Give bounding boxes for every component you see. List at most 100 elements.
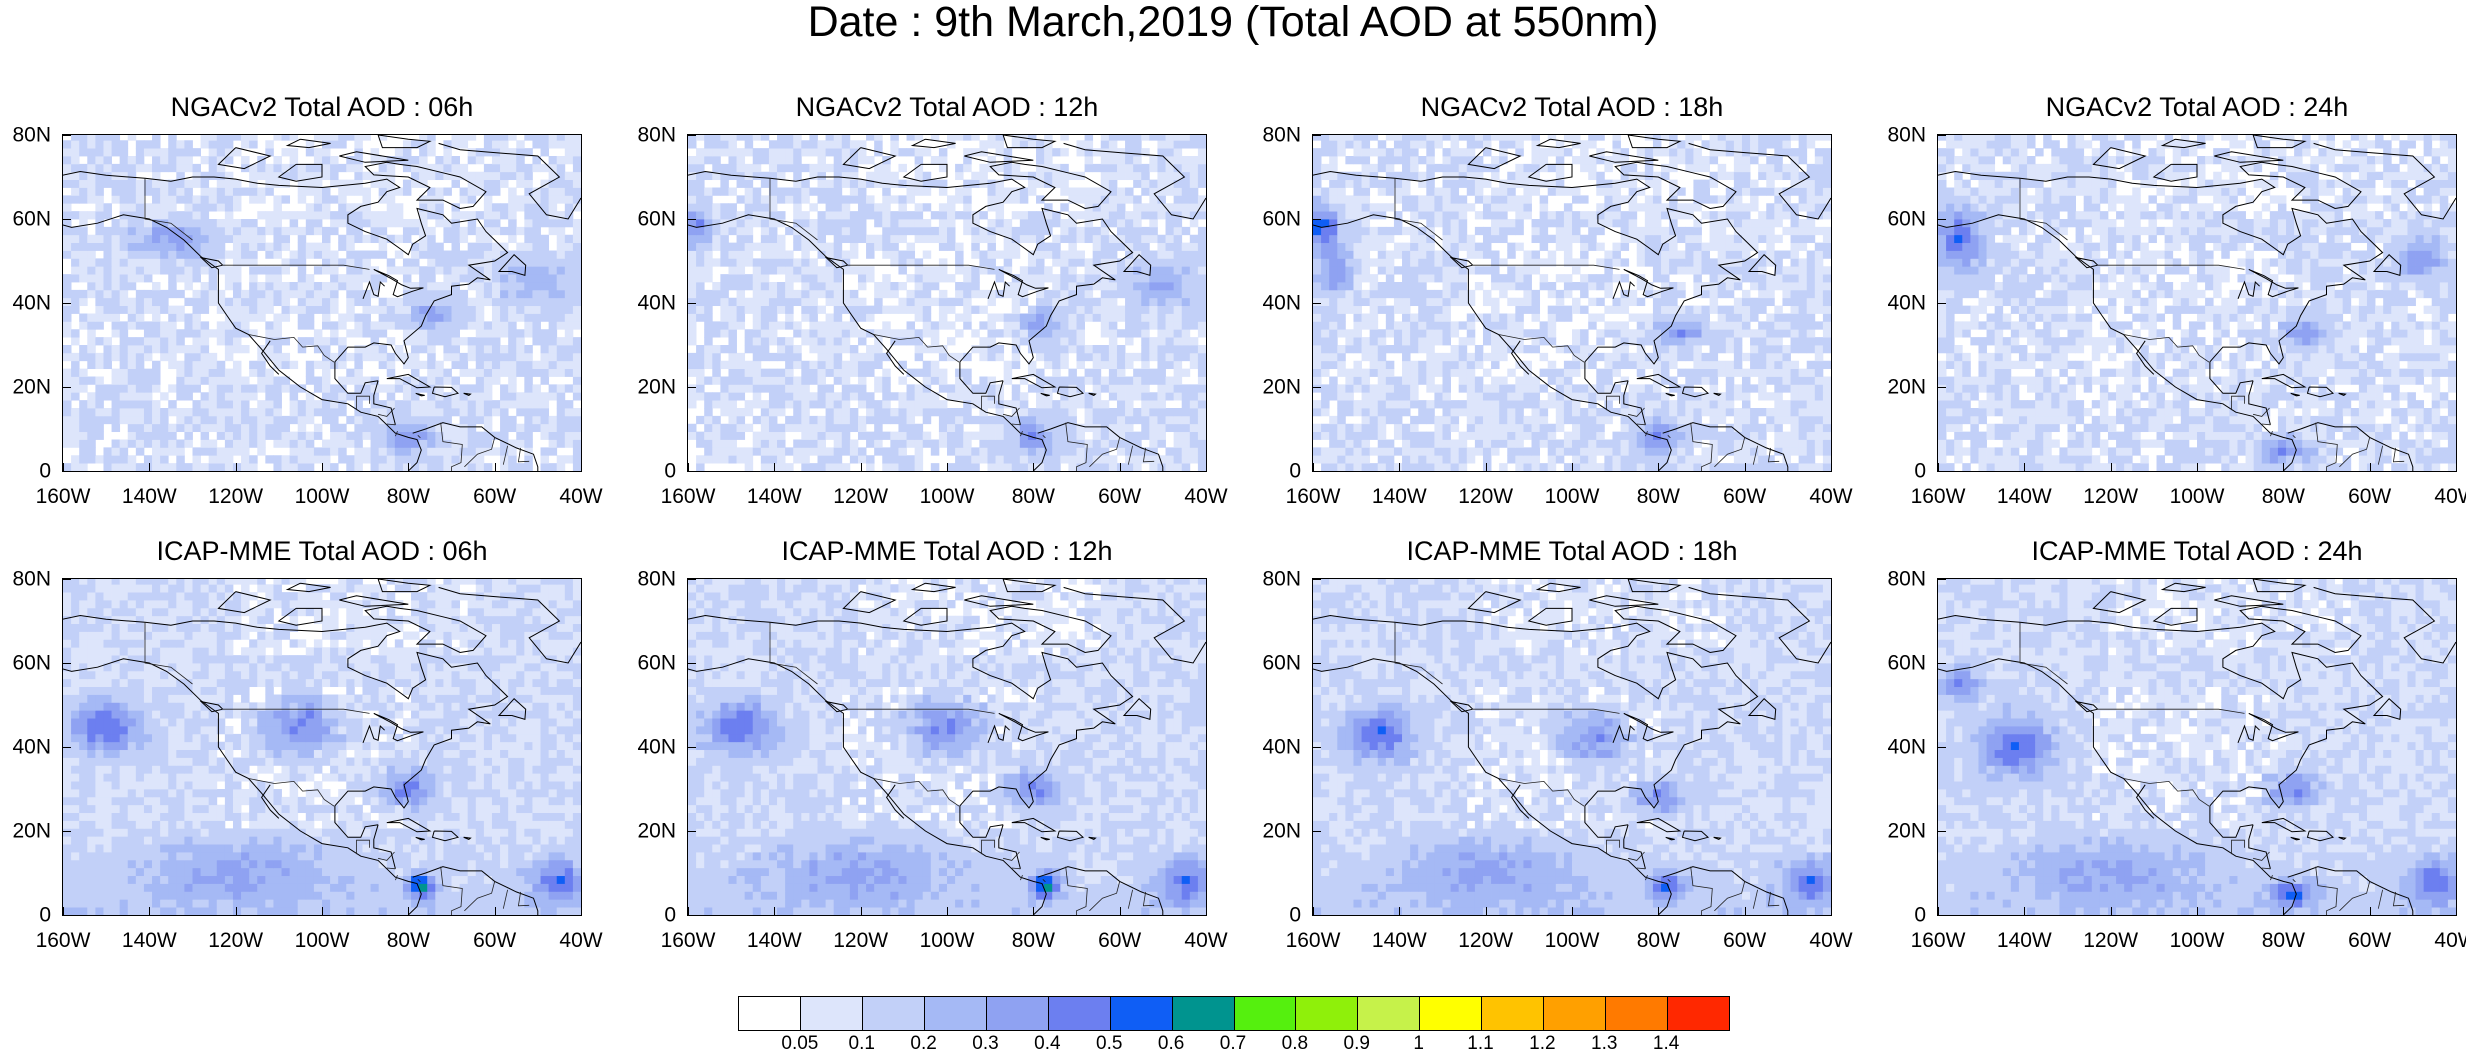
lat-tick-mark xyxy=(1313,663,1321,664)
lat-tick-mark xyxy=(1313,387,1321,388)
lat-tick-label: 40N xyxy=(1262,291,1301,315)
lon-tick-label: 100W xyxy=(294,485,350,508)
lat-tick-label: 60N xyxy=(637,651,676,675)
coastlines xyxy=(1938,579,2456,915)
lat-tick-label: 40N xyxy=(637,291,676,315)
lon-tick-mark xyxy=(63,463,64,471)
map-panel: NGACv2 Total AOD : 24h 80N 60N 40N 20N 0 160W 1… xyxy=(1887,92,2466,507)
lon-tick-mark xyxy=(494,463,496,471)
lon-tick-mark xyxy=(235,907,237,915)
lon-tick-label: 140W xyxy=(121,485,177,508)
colorbar-label: 0.5 xyxy=(1096,1033,1123,1054)
lon-tick-label: 80W xyxy=(1636,485,1680,508)
lat-tick-mark xyxy=(63,303,71,304)
lon-tick-mark xyxy=(494,907,496,915)
colorbar-swatch xyxy=(1048,997,1111,1030)
lon-tick-mark xyxy=(774,907,776,915)
lat-tick-label: 20N xyxy=(637,375,676,399)
lon-tick-mark xyxy=(1033,463,1035,471)
lat-tick-label: 40N xyxy=(1887,735,1926,759)
colorbar-swatch xyxy=(1172,997,1235,1030)
lon-tick-label: 80W xyxy=(2261,929,2305,952)
aod-field-map xyxy=(1313,135,1831,471)
lon-tick-mark xyxy=(1831,463,1832,471)
lon-tick-label: 160W xyxy=(1285,485,1341,508)
lon-tick-label: 40W xyxy=(559,485,603,508)
aod-field-map xyxy=(1313,579,1831,915)
colorbar-swatch xyxy=(1358,997,1421,1030)
lon-tick-mark xyxy=(2197,907,2198,915)
map-panel: ICAP-MME Total AOD : 24h 80N 60N 40N 20N 0 160… xyxy=(1887,536,2466,951)
lon-tick-mark xyxy=(1572,463,1573,471)
lat-tick-mark xyxy=(1313,747,1321,748)
lat-tick-mark xyxy=(1313,915,1321,916)
aod-grid-cells xyxy=(688,135,1206,471)
lon-tick-mark xyxy=(1938,907,1939,915)
panel-title: ICAP-MME Total AOD : 12h xyxy=(781,536,1113,566)
aod-grid-cells xyxy=(1313,579,1831,915)
lon-tick-label: 140W xyxy=(1371,485,1427,508)
country-borders xyxy=(2019,178,2405,471)
lon-tick-label: 160W xyxy=(1910,929,1966,952)
aod-field-map xyxy=(63,135,581,471)
lon-tick-label: 40W xyxy=(559,929,603,952)
map-plot-area xyxy=(62,578,582,916)
lon-tick-mark xyxy=(1119,463,1121,471)
lat-tick-label: 60N xyxy=(637,207,676,231)
coastlines xyxy=(1938,135,2456,471)
lon-tick-label: 60W xyxy=(1098,929,1142,952)
lat-tick-mark xyxy=(688,831,696,832)
colorbar-labels: 0.05 0.1 0.2 0.3 0.4 0.5 0.6 0.7 0.8 0.9 1 1.1 1.2 1.… xyxy=(738,1033,1728,1055)
colorbar-label: 1.4 xyxy=(1652,1033,1680,1054)
lon-tick-label: 40W xyxy=(2434,929,2466,952)
lon-tick-label: 120W xyxy=(2083,929,2139,952)
lat-tick-label: 20N xyxy=(12,819,51,843)
colorbar-swatch xyxy=(1110,997,1173,1030)
country-borders xyxy=(769,178,1155,471)
lon-tick-mark xyxy=(1033,907,1035,915)
lon-tick-label: 120W xyxy=(833,929,889,952)
lat-tick-label: 60N xyxy=(1262,651,1301,675)
map-plot-area xyxy=(687,134,1207,472)
lon-tick-label: 40W xyxy=(1184,485,1228,508)
lon-tick-label: 160W xyxy=(660,485,716,508)
colorbar-label: 0.4 xyxy=(1034,1033,1061,1054)
lon-tick-mark xyxy=(1485,463,1487,471)
lon-tick-mark xyxy=(1313,907,1314,915)
coastlines xyxy=(63,579,581,915)
aod-field-map xyxy=(688,579,1206,915)
lat-tick-label: 80N xyxy=(1887,567,1926,591)
panel-title: NGACv2 Total AOD : 12h xyxy=(795,92,1099,122)
lat-tick-mark xyxy=(688,915,696,916)
lon-tick-mark xyxy=(1658,463,1660,471)
lon-tick-label: 140W xyxy=(1371,929,1427,952)
lat-tick-mark xyxy=(1313,219,1321,220)
map-panel: NGACv2 Total AOD : 12h 80N 60N 40N 20N 0 160W 1… xyxy=(637,92,1227,507)
lon-tick-label: 140W xyxy=(1996,485,2052,508)
lat-tick-label: 0 xyxy=(1289,459,1301,483)
lat-tick-mark xyxy=(63,135,71,136)
lat-tick-mark xyxy=(63,915,71,916)
colorbar-label: 0.1 xyxy=(848,1033,875,1054)
aod-grid-cells xyxy=(1938,579,2456,915)
colorbar-label: 1.3 xyxy=(1591,1033,1618,1054)
lat-tick-label: 0 xyxy=(664,459,676,483)
panel-title: ICAP-MME Total AOD : 06h xyxy=(156,536,488,566)
aod-field-map xyxy=(1938,579,2456,915)
lon-tick-label: 160W xyxy=(35,929,91,952)
lon-tick-label: 140W xyxy=(121,929,177,952)
lat-tick-label: 0 xyxy=(1914,459,1926,483)
lon-tick-mark xyxy=(947,463,948,471)
map-panel: ICAP-MME Total AOD : 12h 80N 60N 40N 20N 0 160… xyxy=(637,536,1227,951)
aod-grid-cells xyxy=(1938,135,2456,471)
lon-tick-label: 100W xyxy=(1544,929,1600,952)
lon-tick-mark xyxy=(1572,907,1573,915)
map-panel: NGACv2 Total AOD : 06h 80N 60N 40N 20N 0 160W 1… xyxy=(12,92,602,507)
lat-tick-mark xyxy=(1313,831,1321,832)
panel-title: ICAP-MME Total AOD : 24h xyxy=(2031,536,2363,566)
map-plot-area xyxy=(62,134,582,472)
lon-tick-label: 100W xyxy=(294,929,350,952)
colorbar-swatch xyxy=(1668,997,1729,1030)
lat-tick-label: 80N xyxy=(1262,123,1301,147)
coastlines xyxy=(688,579,1206,915)
